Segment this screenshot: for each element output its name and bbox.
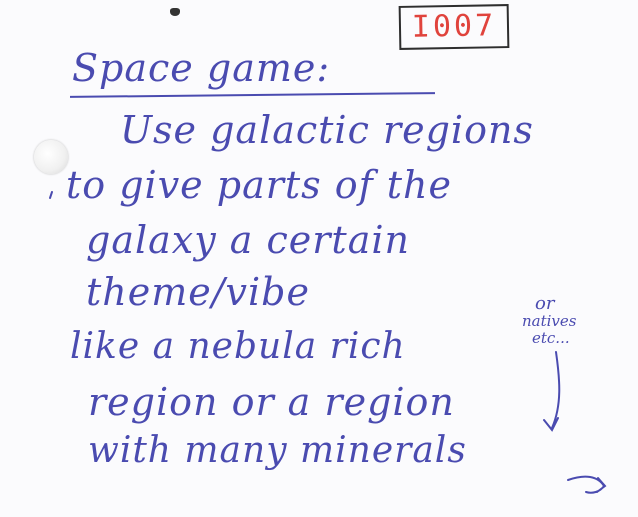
insertion-arrow: [543, 351, 561, 432]
note-line-6: region or a region: [88, 380, 455, 424]
note-line-3: galaxy a certain: [86, 218, 410, 262]
note-line-4: theme/vibe: [86, 270, 310, 314]
note-line-2: to give parts of the: [66, 163, 452, 207]
ink-dot: [170, 8, 180, 16]
punch-hole: [34, 140, 68, 174]
note-line-5: like a nebula rich: [70, 326, 406, 367]
note-line-1: Use galactic regions: [120, 108, 534, 152]
side-note-or: or: [535, 293, 555, 314]
bullet-tick: [49, 191, 53, 199]
note-line-7: with many minerals: [88, 430, 467, 471]
side-note-natives: natives: [522, 312, 577, 330]
note-title: Space game:: [72, 46, 331, 90]
continue-arrow: [567, 475, 607, 494]
side-note-etc: etc...: [532, 329, 570, 347]
